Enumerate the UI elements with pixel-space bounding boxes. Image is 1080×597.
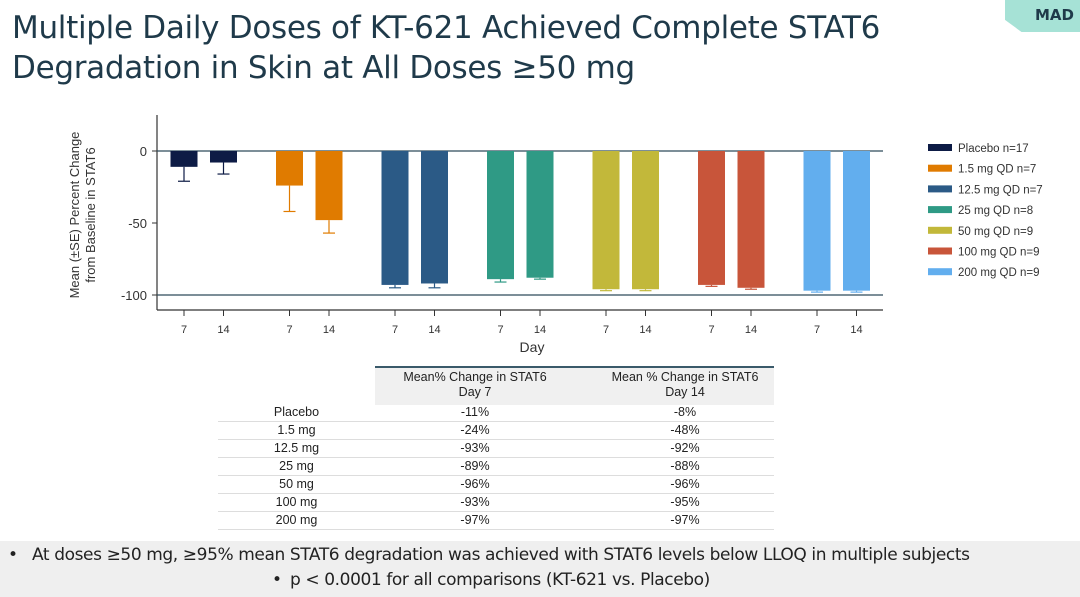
bar xyxy=(487,151,514,280)
cell-dose: 100 mg xyxy=(275,495,318,509)
cell-d7: -93% xyxy=(460,495,490,509)
cell-dose: 25 mg xyxy=(279,459,314,473)
table-row: 1.5 mg -24% -48% xyxy=(218,421,774,440)
cell-d7: -89% xyxy=(460,459,490,473)
legend-label: 50 mg QD n=9 xyxy=(958,226,1033,238)
x-tick-label: 7 xyxy=(392,324,398,336)
legend-label: 12.5 mg QD n=7 xyxy=(958,184,1043,196)
x-tick-label: 14 xyxy=(639,324,651,336)
x-tick-label: 7 xyxy=(497,324,503,336)
table-row: 12.5 mg -93% -92% xyxy=(218,439,774,458)
bar xyxy=(803,151,831,291)
cell-d14: -92% xyxy=(670,441,700,455)
cell-dose: Placebo xyxy=(273,405,320,419)
cell-d14: -88% xyxy=(670,459,700,473)
bar xyxy=(698,151,725,285)
bar-chart: 0 -50 -100 Mean (±SE) Percent Changefrom Ba… xyxy=(67,115,1043,355)
x-tick-label: 14 xyxy=(850,324,862,336)
cell-d7: -96% xyxy=(460,477,490,491)
cell-dose: 200 mg xyxy=(275,513,318,527)
x-tick-label: 14 xyxy=(323,324,335,336)
cell-d7: -11% xyxy=(460,405,490,419)
legend-label: 25 mg QD n=8 xyxy=(958,205,1033,217)
x-tick-label: 7 xyxy=(708,324,714,336)
table-row: 100 mg -93% -95% xyxy=(218,493,774,512)
bar xyxy=(632,151,659,290)
bar xyxy=(737,151,765,288)
slide-title: Multiple Daily Doses of KT-621 Achieved … xyxy=(12,8,880,88)
bar xyxy=(381,151,409,285)
x-tick-label: 14 xyxy=(428,324,440,336)
bar xyxy=(276,151,303,186)
cell-d7: -24% xyxy=(460,423,490,437)
table-row: 200 mg -97% -97% xyxy=(218,511,774,530)
table-row: Placebo -11% -8% xyxy=(218,403,774,422)
table-row: 50 mg -96% -96% xyxy=(218,475,774,494)
cell-dose: 50 mg xyxy=(279,477,314,491)
x-tick-label: 7 xyxy=(181,324,187,336)
legend-swatch xyxy=(928,268,952,276)
x-axis-label: Day xyxy=(520,339,545,355)
cell-d14: -96% xyxy=(670,477,700,491)
bar xyxy=(421,151,448,284)
legend-swatch xyxy=(928,206,952,214)
legend-swatch xyxy=(928,164,952,172)
mad-badge: MAD xyxy=(1005,0,1080,32)
cell-d14: -97% xyxy=(670,513,700,527)
cell-dose: 12.5 mg xyxy=(273,441,320,455)
x-tick-label: 7 xyxy=(286,324,292,336)
table-row: 25 mg -89% -88% xyxy=(218,457,774,476)
legend-label: Placebo n=17 xyxy=(958,143,1029,155)
bullet: • xyxy=(8,545,18,565)
cell-dose: 1.5 mg xyxy=(277,423,316,437)
y-tick-label: 0 xyxy=(140,144,147,159)
legend-label: 200 mg QD n=9 xyxy=(958,267,1040,279)
cell-d14: -95% xyxy=(670,495,700,509)
legend-swatch xyxy=(928,144,952,151)
cell-d14: -48% xyxy=(670,423,700,437)
cell-d7: -97% xyxy=(460,513,490,527)
x-tick-label: 7 xyxy=(814,324,820,336)
legend-swatch xyxy=(928,247,952,255)
bar xyxy=(210,151,237,163)
note-1: At doses ≥50 mg, ≥95% mean STAT6 degrada… xyxy=(32,545,970,565)
bar xyxy=(315,151,343,221)
x-tick-label: 14 xyxy=(745,324,757,336)
cell-d14: -8% xyxy=(673,405,697,419)
bar xyxy=(526,151,554,278)
x-tick-label: 7 xyxy=(603,324,609,336)
header-day7: Mean% Change in STAT6 Day 7 xyxy=(403,370,547,399)
legend-swatch xyxy=(928,185,952,193)
note-2: p < 0.0001 for all comparisons (KT-621 v… xyxy=(290,570,710,590)
header-day14: Mean % Change in STAT6 Day 14 xyxy=(611,370,759,399)
bar xyxy=(592,151,620,290)
legend-label: 100 mg QD n=9 xyxy=(958,247,1040,259)
legend-swatch xyxy=(928,226,952,234)
bullet: • xyxy=(272,570,282,590)
y-tick-label: -100 xyxy=(121,288,147,303)
table-header: Mean% Change in STAT6 Day 7 Mean % Change… xyxy=(375,366,774,405)
footer-notes: • At doses ≥50 mg, ≥95% mean STAT6 degra… xyxy=(0,541,1080,597)
x-tick-label: 14 xyxy=(534,324,546,336)
cell-d7: -93% xyxy=(460,441,490,455)
title-line-1: Multiple Daily Doses of KT-621 Achieved … xyxy=(12,10,881,46)
bar xyxy=(170,151,198,167)
badge-label: MAD xyxy=(1035,6,1074,24)
y-tick-label: -50 xyxy=(128,216,147,231)
x-tick-label: 14 xyxy=(217,324,229,336)
title-line-2: Degradation in Skin at All Doses ≥50 mg xyxy=(12,50,635,86)
legend-label: 1.5 mg QD n=7 xyxy=(958,164,1036,176)
y-axis-label: Mean (±SE) Percent Changefrom Baseline i… xyxy=(67,132,98,299)
bar xyxy=(843,151,870,291)
